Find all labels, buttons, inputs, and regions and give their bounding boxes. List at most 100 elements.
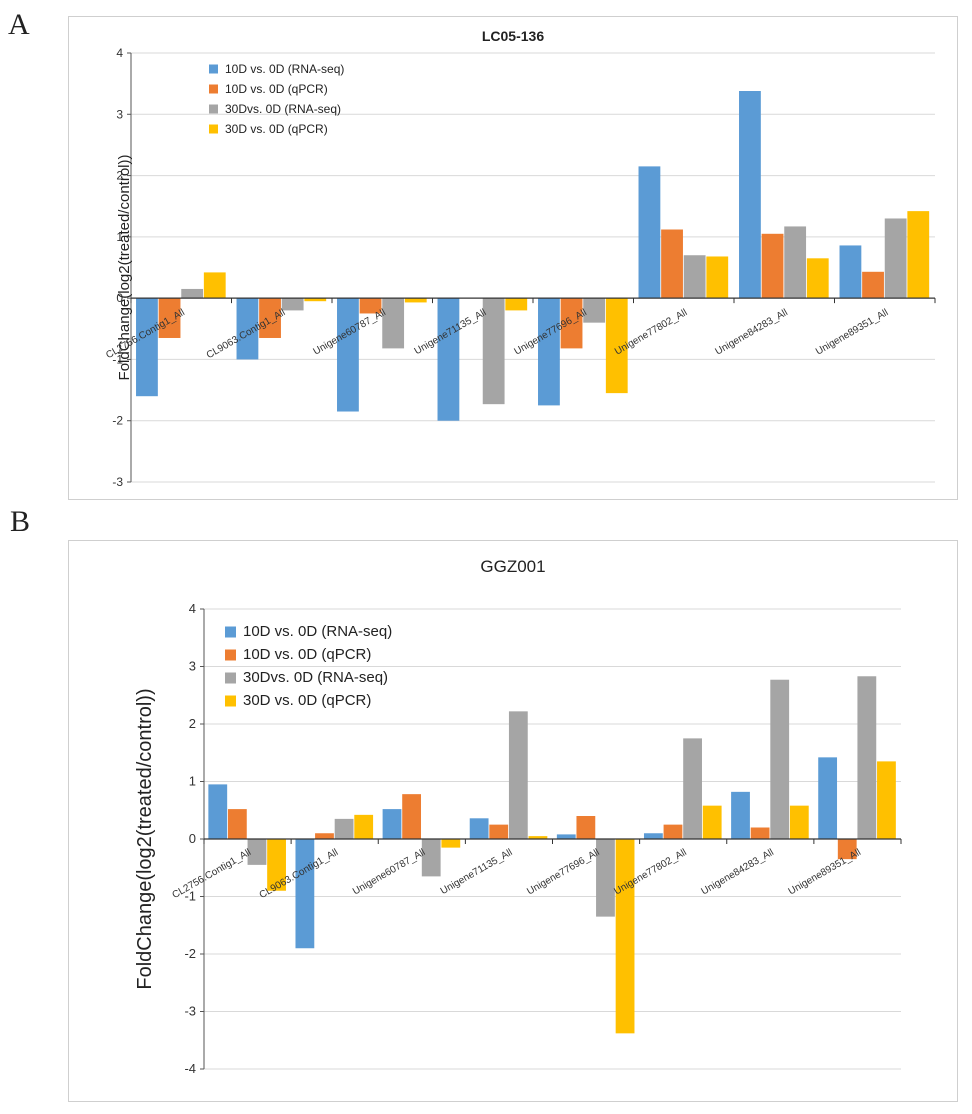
bar-2-8 bbox=[837, 839, 857, 860]
bar-4-2 bbox=[304, 298, 327, 302]
bar-2-8 bbox=[862, 271, 884, 299]
bar-4-4 bbox=[528, 836, 548, 840]
legend-swatch-3 bbox=[209, 104, 218, 114]
bar-4-6 bbox=[702, 805, 722, 839]
bar-4-6 bbox=[706, 256, 729, 299]
bar-2-4 bbox=[489, 824, 509, 840]
category-label: Unigene77696_All bbox=[525, 847, 601, 897]
bar-2-7 bbox=[750, 827, 770, 839]
legend-label-4: 30D vs. 0D (qPCR) bbox=[225, 122, 328, 136]
chart-a-svg: LC05-136 -3 -2 -1 0 1 2 3 4 FoldChange(log2(treat… bbox=[104, 28, 936, 489]
y-axis-label: FoldChange(log2(treated/control)) bbox=[116, 155, 133, 381]
bar-2-3 bbox=[359, 298, 382, 314]
bar-1-7 bbox=[731, 791, 750, 839]
y-tick-label: 2 bbox=[116, 169, 123, 183]
bar-2-5 bbox=[576, 816, 596, 839]
category-label: Unigene84283_All bbox=[713, 307, 789, 357]
bar-1-4 bbox=[437, 298, 460, 421]
legend-swatch-1 bbox=[209, 64, 218, 74]
bar-2-1 bbox=[227, 809, 247, 839]
bar-3-6 bbox=[683, 255, 706, 299]
bar-3-3 bbox=[421, 839, 441, 877]
bar-4-4 bbox=[505, 298, 528, 311]
legend-label-4: 30D vs. 0D (qPCR) bbox=[243, 692, 371, 709]
legend-label-2: 10D vs. 0D (qPCR) bbox=[225, 82, 328, 96]
y-tick-label: 3 bbox=[189, 659, 196, 674]
chart-b-svg: GGZ001 -4 -3 -2 -1 0 1 2 3 4 FoldChange(log2(treat… bbox=[134, 557, 902, 1076]
y-tick-label: -2 bbox=[112, 414, 123, 428]
bar-1-8 bbox=[839, 245, 862, 299]
bar-4-7 bbox=[789, 805, 809, 839]
bar-3-7 bbox=[784, 226, 807, 299]
y-tick-label: 0 bbox=[189, 831, 196, 846]
bar-4-8 bbox=[907, 211, 930, 299]
category-label: CL2756.Contig1_All bbox=[171, 847, 254, 901]
y-tick-label: -3 bbox=[184, 1004, 196, 1019]
bar-4-7 bbox=[806, 258, 829, 299]
bar-3-8 bbox=[884, 218, 907, 299]
category-label: Unigene71135_All bbox=[439, 847, 515, 897]
legend-label-2: 10D vs. 0D (qPCR) bbox=[243, 646, 371, 663]
bar-1-1 bbox=[208, 784, 228, 840]
bar-3-2 bbox=[281, 298, 304, 311]
bar-3-6 bbox=[683, 738, 702, 840]
bar-4-3 bbox=[441, 839, 461, 848]
category-label: Unigene89351_All bbox=[814, 307, 890, 357]
bar-1-6 bbox=[638, 166, 661, 299]
bar-3-8 bbox=[857, 676, 877, 839]
y-tick-label: 1 bbox=[189, 774, 196, 789]
bar-2-7 bbox=[761, 233, 784, 299]
bar-3-5 bbox=[583, 298, 606, 323]
category-label: Unigene60787_All bbox=[351, 847, 427, 897]
panel-letter-a: A bbox=[8, 8, 30, 41]
chart-panel-a: LC05-136 -3 -2 -1 0 1 2 3 4 FoldChange(log2(treat… bbox=[68, 16, 958, 500]
chart-title: GGZ001 bbox=[480, 557, 545, 576]
y-tick-label: -1 bbox=[112, 352, 123, 366]
y-tick-label: 2 bbox=[189, 716, 196, 731]
chart-panel-b: GGZ001 -4 -3 -2 -1 0 1 2 3 4 FoldChange(log2(treat… bbox=[68, 540, 958, 1102]
y-tick-label: 4 bbox=[189, 601, 196, 616]
legend-swatch-2 bbox=[225, 649, 236, 661]
bar-1-2 bbox=[295, 839, 315, 949]
bar-4-3 bbox=[404, 298, 427, 303]
legend-label-3: 30Dvs. 0D (RNA-seq) bbox=[243, 669, 388, 686]
bar-3-2 bbox=[334, 818, 354, 840]
bar-1-5 bbox=[538, 298, 560, 406]
bar-3-7 bbox=[770, 679, 790, 839]
legend-swatch-1 bbox=[225, 626, 236, 638]
bar-3-5 bbox=[596, 839, 615, 917]
bar-1-3 bbox=[337, 298, 359, 412]
bar-1-5 bbox=[556, 834, 576, 839]
bar-3-4 bbox=[508, 711, 528, 839]
y-tick-label: -4 bbox=[184, 1061, 196, 1076]
legend-label-1: 10D vs. 0D (RNA-seq) bbox=[225, 62, 344, 76]
bar-3-3 bbox=[382, 298, 405, 349]
bar-4-8 bbox=[877, 761, 896, 840]
legend-swatch-4 bbox=[209, 124, 218, 134]
bar-1-4 bbox=[469, 818, 489, 839]
bar-1-3 bbox=[382, 809, 402, 839]
bar-4-5 bbox=[605, 298, 628, 394]
y-tick-label: 3 bbox=[116, 107, 123, 121]
bar-2-3 bbox=[402, 794, 422, 839]
bar-1-7 bbox=[739, 91, 761, 299]
bar-4-2 bbox=[354, 814, 374, 839]
bar-3-1 bbox=[247, 839, 267, 865]
legend-swatch-2 bbox=[209, 84, 218, 94]
legend-swatch-3 bbox=[225, 672, 236, 684]
bar-1-2 bbox=[236, 298, 259, 360]
y-tick-label: 1 bbox=[116, 230, 123, 244]
bar-2-2 bbox=[315, 833, 334, 839]
bar-2-6 bbox=[661, 229, 683, 299]
bar-2-6 bbox=[663, 824, 683, 840]
bar-4-1 bbox=[267, 839, 286, 891]
y-tick-label: -2 bbox=[184, 946, 196, 961]
bar-4-1 bbox=[203, 272, 226, 299]
category-label: Unigene84283_All bbox=[700, 847, 776, 897]
y-tick-label: -1 bbox=[184, 889, 196, 904]
bar-2-2 bbox=[259, 298, 281, 338]
bar-4-5 bbox=[615, 839, 635, 1034]
bar-2-1 bbox=[158, 298, 181, 338]
category-label: Unigene89351_All bbox=[787, 847, 863, 897]
y-tick-label: -3 bbox=[112, 475, 123, 489]
